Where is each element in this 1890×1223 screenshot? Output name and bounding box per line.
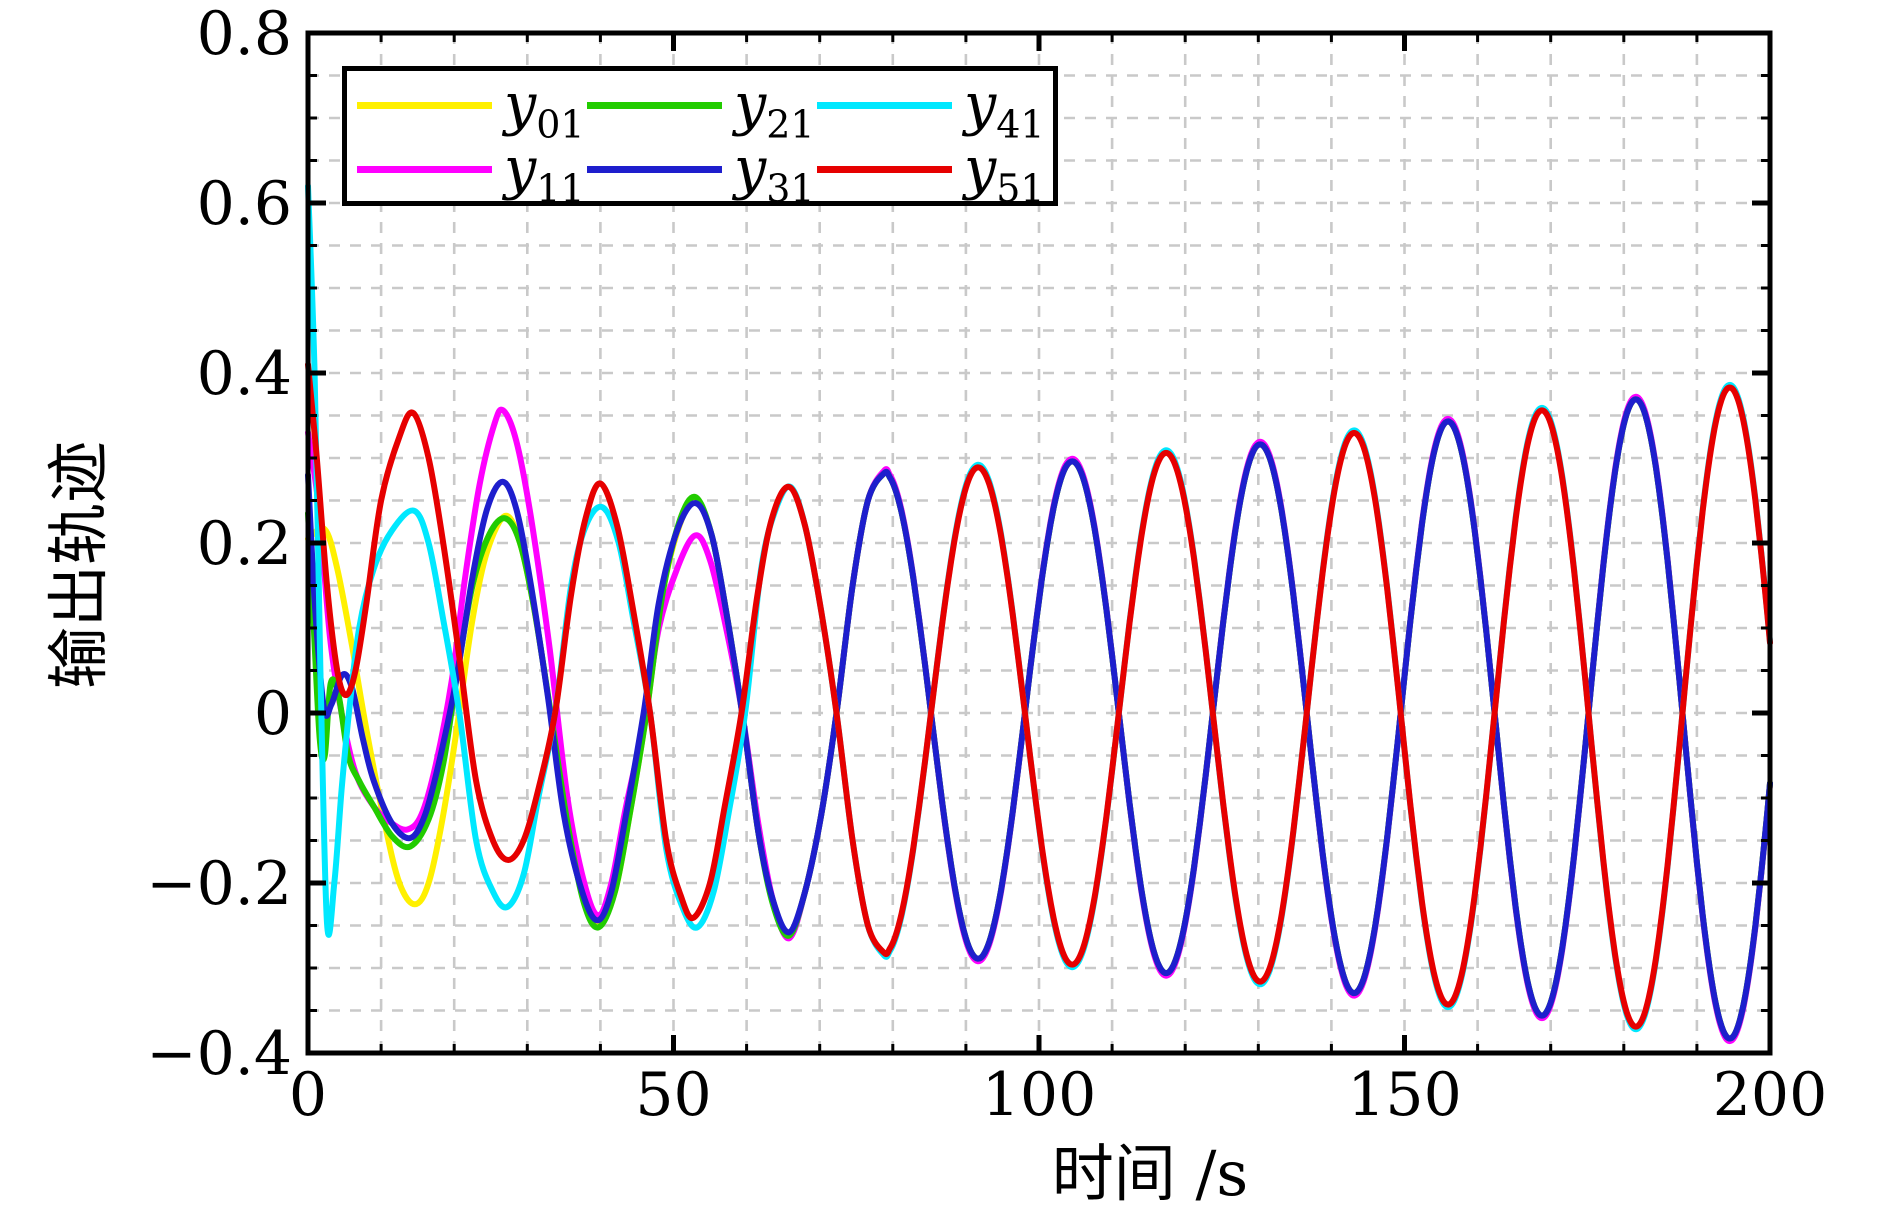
y-tick-label-2: 0.4 xyxy=(197,339,292,409)
legend: y01 y21 y41 y11 y31 y51 xyxy=(342,66,1058,210)
x-axis-label: 时间 /s xyxy=(1052,1137,1248,1210)
x-tick-label-100: 100 xyxy=(982,1060,1097,1130)
legend-entry-y51: y51 xyxy=(817,135,1047,210)
legend-entry-y31: y31 xyxy=(587,135,817,210)
legend-label-y31: y31 xyxy=(734,135,815,210)
y-axis-label: 输出轨迹 xyxy=(42,441,115,689)
legend-label-y11: y11 xyxy=(504,135,585,210)
legend-line-y41 xyxy=(817,101,952,109)
legend-line-y01 xyxy=(357,101,492,109)
curve-y51 xyxy=(305,361,1773,1030)
legend-label-y21: y21 xyxy=(734,71,815,146)
legend-line-y21 xyxy=(587,101,722,109)
legend-entry-y21: y21 xyxy=(587,71,817,146)
x-tick-label-200: 200 xyxy=(1713,1060,1828,1130)
legend-label-y01: y01 xyxy=(504,71,585,146)
y-tick-label-4: 0 xyxy=(254,679,292,749)
legend-line-y11 xyxy=(357,165,492,173)
legend-label-y51: y51 xyxy=(964,135,1045,210)
legend-line-y31 xyxy=(587,165,722,173)
x-tick-label-50: 50 xyxy=(635,1060,711,1130)
plot-frame xyxy=(305,30,1773,1056)
x-tick-label-150: 150 xyxy=(1347,1060,1462,1130)
y-tick-label-6: −0.4 xyxy=(146,1019,292,1089)
y-tick-label-0: 0.8 xyxy=(197,0,292,69)
y-tick-label-1: 0.6 xyxy=(197,169,292,239)
data-curves xyxy=(305,183,1773,1045)
curve-y31 xyxy=(305,396,1773,1042)
y-tick-label-3: 0.2 xyxy=(197,509,292,579)
legend-label-y41: y41 xyxy=(964,71,1045,146)
x-tick-label-0: 0 xyxy=(289,1060,327,1130)
legend-entry-y11: y11 xyxy=(357,135,587,210)
legend-entry-y41: y41 xyxy=(817,71,1047,146)
tick-labels: 0 50 100 150 200 0.8 0.6 0.4 0.2 0 −0.2 −0.4 xyxy=(146,0,1827,1130)
y-tick-label-5: −0.2 xyxy=(146,849,292,919)
legend-entry-y01: y01 xyxy=(357,71,587,146)
legend-line-y51 xyxy=(817,165,952,173)
